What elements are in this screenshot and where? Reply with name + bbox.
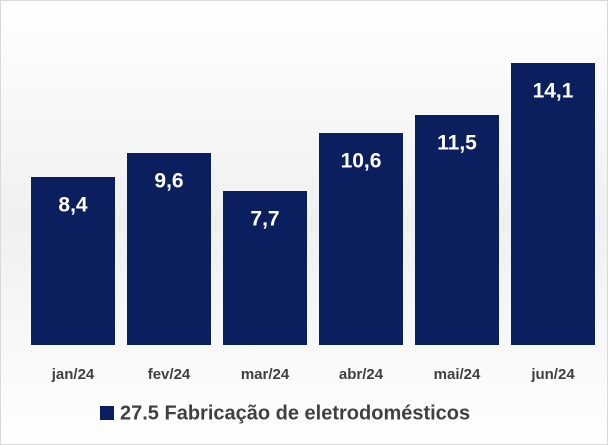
- legend-label: 27.5 Fabricação de eletrodomésticos: [120, 402, 470, 424]
- value-label: 9,6: [154, 170, 183, 193]
- bar: [127, 153, 211, 345]
- x-tick-label: jun/24: [530, 366, 575, 383]
- value-label: 10,6: [341, 150, 382, 173]
- value-label: 11,5: [437, 132, 477, 155]
- bar: [31, 177, 115, 345]
- x-tick-label: abr/24: [339, 366, 384, 383]
- value-label: 14,1: [533, 80, 574, 103]
- bar: [415, 115, 499, 345]
- value-label: 8,4: [58, 194, 88, 217]
- bar: [223, 191, 307, 345]
- value-label: 7,7: [250, 208, 279, 231]
- legend-swatch: [100, 406, 114, 420]
- x-tick-label: fev/24: [148, 366, 191, 383]
- bar: [319, 133, 403, 345]
- x-tick-label: mai/24: [434, 366, 481, 383]
- x-tick-label: mar/24: [241, 366, 290, 383]
- x-tick-label: jan/24: [51, 366, 95, 383]
- bar: [511, 63, 595, 345]
